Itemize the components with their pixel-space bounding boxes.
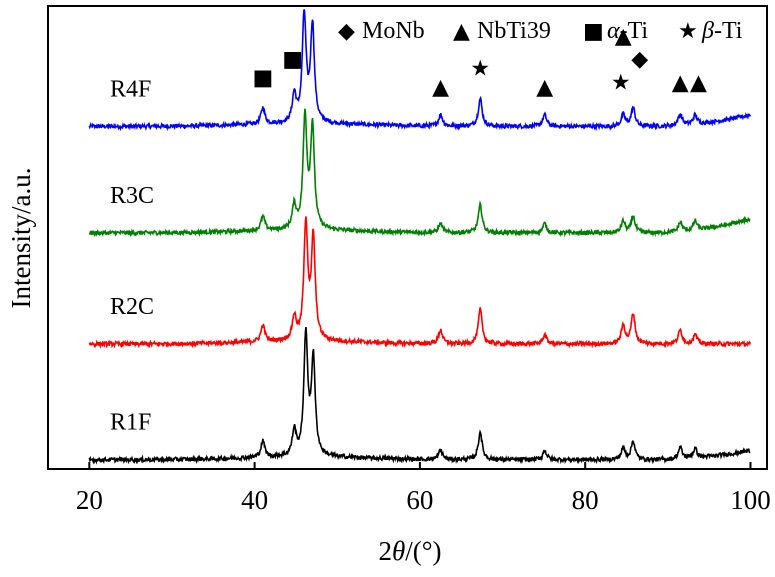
peak-marker: ■ bbox=[252, 66, 273, 91]
series-label-r4f: R4F bbox=[110, 76, 151, 102]
legend-symbol: ■ bbox=[583, 19, 604, 44]
peak-marker: ▲ bbox=[432, 75, 449, 100]
x-tick-label: 40 bbox=[241, 485, 268, 515]
legend-label-greek: β bbox=[701, 18, 714, 44]
series-line-r1f bbox=[88, 326, 751, 465]
legend-label-greek: α bbox=[607, 18, 620, 44]
y-axis-label: Intensity/a.u. bbox=[6, 168, 36, 309]
peak-marker: ■ bbox=[282, 47, 303, 72]
x-tick-label: 60 bbox=[406, 485, 433, 515]
legend-symbol: ▲ bbox=[453, 19, 470, 44]
series-labels: R4F R3C R2C R1F bbox=[110, 76, 154, 435]
legend-label: α-Ti bbox=[607, 18, 648, 44]
legend: ◆ MoNb ▲ NbTi39 ■ α-Ti ★ β-Ti bbox=[338, 18, 743, 44]
peak-marker: ▲ bbox=[536, 75, 553, 100]
peak-marker: ★ bbox=[470, 56, 490, 81]
x-tick-label: 100 bbox=[730, 485, 771, 515]
plot-border bbox=[47, 5, 768, 470]
peak-marker: ▲ bbox=[615, 24, 632, 49]
legend-item: ★ β-Ti bbox=[678, 18, 743, 44]
legend-label-suffix: -Ti bbox=[620, 18, 649, 44]
legend-item: ▲ NbTi39 bbox=[453, 18, 551, 44]
legend-item: ■ α-Ti bbox=[583, 18, 648, 44]
series-label-r3c: R3C bbox=[110, 183, 154, 209]
x-tick-label: 80 bbox=[572, 485, 599, 515]
series-label-r2c: R2C bbox=[110, 294, 154, 320]
x-tick-label: 20 bbox=[76, 485, 103, 515]
peak-marker: ▲ bbox=[690, 70, 707, 95]
x-axis-label-prefix: 2 bbox=[378, 536, 392, 566]
series-label-r1f: R1F bbox=[110, 410, 151, 436]
series-layer bbox=[88, 9, 752, 465]
legend-label: NbTi39 bbox=[477, 18, 551, 44]
peak-annotations: ★■■■▲★▲▲◆★▲▲ bbox=[252, 24, 707, 100]
peak-marker: ◆ bbox=[631, 47, 648, 72]
legend-label: β-Ti bbox=[701, 18, 743, 44]
plot-frame bbox=[47, 5, 768, 470]
legend-item: ◆ MoNb bbox=[338, 18, 425, 44]
x-ticks: 20 40 60 80 100 bbox=[76, 462, 771, 515]
series-line-r3c bbox=[88, 108, 751, 238]
x-axis-label-theta: θ bbox=[392, 536, 405, 566]
series-line-r4f bbox=[88, 9, 752, 132]
legend-symbol: ★ bbox=[678, 19, 698, 44]
peak-marker: ★ bbox=[611, 70, 631, 95]
legend-label-suffix: -Ti bbox=[714, 18, 743, 44]
series-line-r2c bbox=[88, 216, 752, 350]
x-axis-label: 2θ/(°) bbox=[378, 536, 441, 566]
legend-label: MoNb bbox=[362, 18, 425, 44]
legend-symbol: ◆ bbox=[338, 19, 355, 44]
peak-marker: ▲ bbox=[672, 70, 689, 95]
x-axis-label-suffix: /(°) bbox=[405, 536, 441, 566]
